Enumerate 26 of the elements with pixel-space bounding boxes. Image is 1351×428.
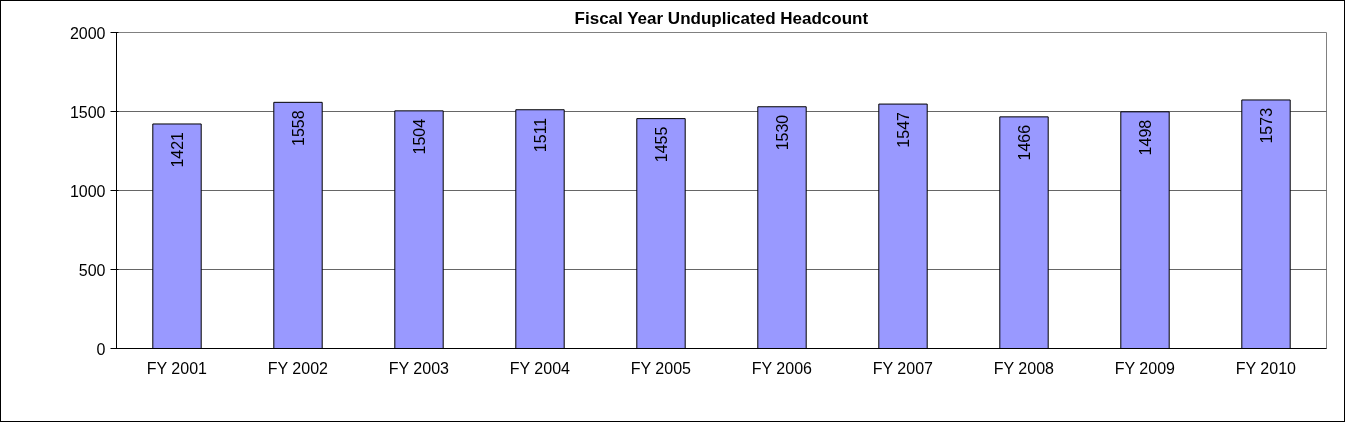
chart-title: Fiscal Year Unduplicated Headcount: [574, 8, 869, 28]
x-tick-label: FY 2004: [509, 359, 571, 377]
data-label: 1558: [290, 110, 307, 146]
data-label: 1504: [411, 118, 428, 155]
data-label: 1530: [774, 114, 791, 151]
x-tick-label: FY 2006: [751, 359, 813, 377]
x-tick-label: FY 2009: [1114, 359, 1176, 377]
data-label: 1421: [169, 131, 186, 168]
y-tick-label: 1000: [69, 182, 106, 200]
x-tick-label: FY 2002: [267, 359, 329, 377]
data-label: 1455: [653, 126, 670, 163]
x-tick-label: FY 2007: [872, 359, 934, 377]
x-tick-label: FY 2001: [146, 359, 208, 377]
y-tick-label: 500: [78, 261, 106, 279]
y-tick-label: 0: [96, 340, 106, 358]
y-tick-label: 1500: [69, 103, 106, 121]
data-label: 1466: [1016, 124, 1033, 161]
data-label: 1573: [1258, 107, 1275, 144]
data-label: 1511: [532, 117, 549, 153]
x-tick-label: FY 2005: [630, 359, 692, 377]
x-tick-label: FY 2010: [1235, 359, 1297, 377]
x-tick-label: FY 2008: [993, 359, 1055, 377]
data-label: 1498: [1137, 119, 1154, 156]
y-tick-label: 2000: [69, 24, 106, 42]
data-label: 1547: [895, 111, 912, 148]
x-tick-label: FY 2003: [388, 359, 450, 377]
